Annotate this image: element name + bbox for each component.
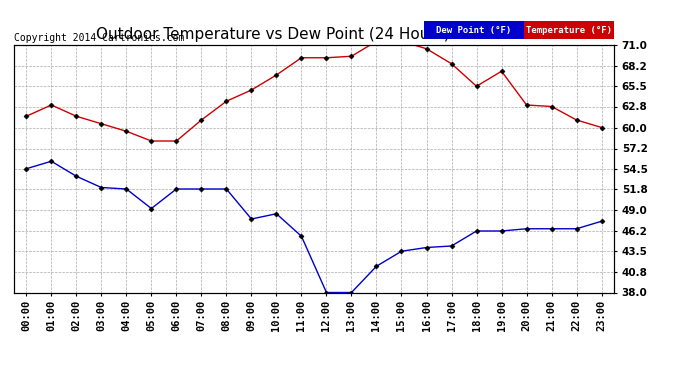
Text: Copyright 2014 Cartronics.com: Copyright 2014 Cartronics.com — [14, 33, 184, 42]
Text: Temperature (°F): Temperature (°F) — [526, 26, 612, 35]
Text: Dew Point (°F): Dew Point (°F) — [436, 26, 512, 35]
Title: Outdoor Temperature vs Dew Point (24 Hours) 20140814: Outdoor Temperature vs Dew Point (24 Hou… — [96, 27, 532, 42]
